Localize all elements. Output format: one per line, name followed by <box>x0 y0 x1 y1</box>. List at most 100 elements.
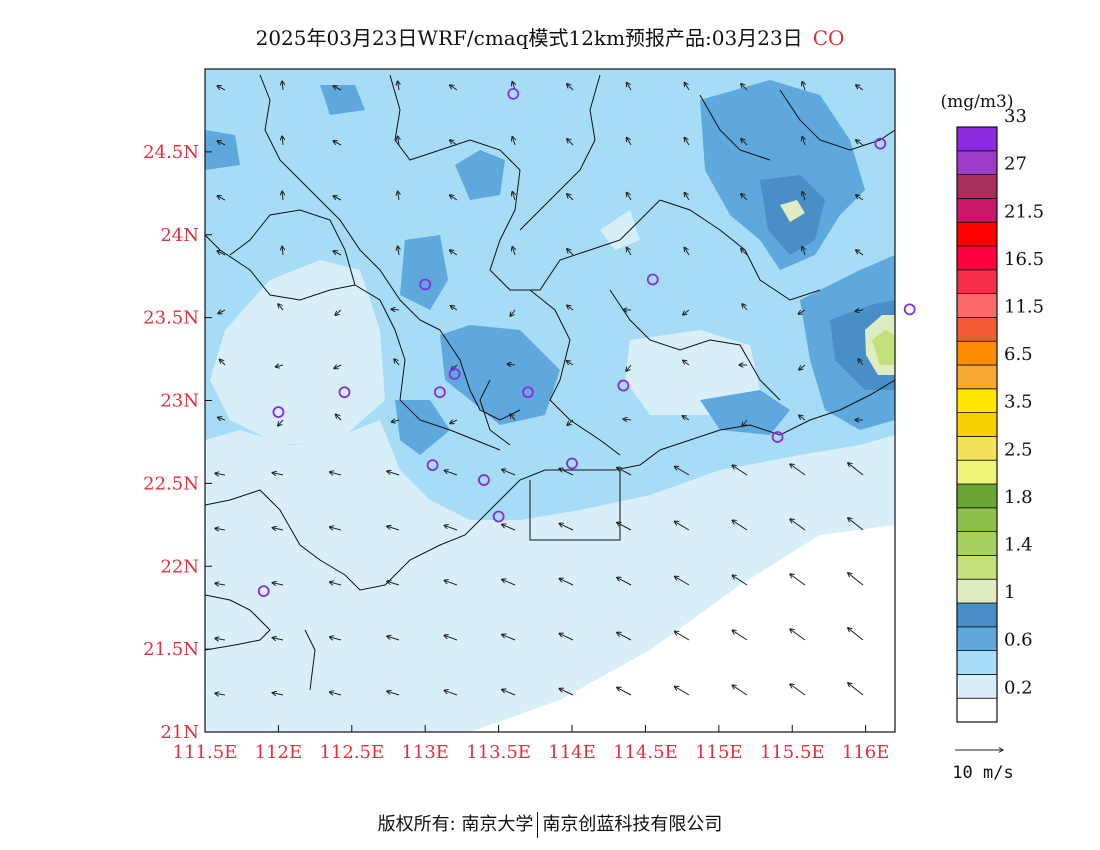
wind-arrow <box>215 528 226 530</box>
wind-arrow <box>674 576 690 586</box>
legend-swatch <box>956 150 998 176</box>
legend-swatch <box>956 364 998 390</box>
wind-arrow <box>272 473 284 475</box>
wind-arrow <box>450 195 458 201</box>
lat-tick-label: 22N <box>160 556 199 577</box>
wind-arrow <box>398 191 399 201</box>
lon-tick-label: 113.5E <box>466 742 531 763</box>
wind-arrow <box>567 249 574 256</box>
wind-arrow <box>559 523 574 531</box>
wind-arrow <box>856 250 864 256</box>
wind-arrow <box>732 575 748 586</box>
lon-tick-label: 116E <box>842 742 890 763</box>
wind-arrow <box>790 519 806 531</box>
wind-arrow <box>391 420 400 422</box>
lon-tick-label: 115E <box>695 742 743 763</box>
wind-arrow <box>802 246 805 256</box>
wind-arrow <box>626 82 632 91</box>
station-marker <box>646 273 659 286</box>
wind-arrow <box>272 528 284 530</box>
wind-arrow <box>398 81 399 91</box>
legend-level-label: 0.2 <box>1004 677 1033 698</box>
wind-arrow <box>617 687 632 696</box>
lon-tick-label: 112.5E <box>319 742 384 763</box>
wind-arrow <box>742 419 748 426</box>
wind-arrow <box>626 364 632 371</box>
wind-arrow <box>391 309 400 310</box>
legend-level-label: 1.4 <box>1004 535 1033 556</box>
wind-arrow <box>567 194 574 201</box>
wind-arrow <box>848 573 864 586</box>
color-legend: 0.2 0.6 1 1.4 1.8 2.5 3.5 6.5 11.5 16.5 21.5 27 33(m… <box>941 92 1045 783</box>
wind-arrow <box>450 306 458 311</box>
legend-swatch <box>956 316 998 342</box>
legend-swatch <box>956 555 998 580</box>
wind-arrow <box>741 84 748 91</box>
wind-arrow <box>444 525 458 531</box>
wind-arrow <box>272 693 284 695</box>
station-marker <box>419 278 432 291</box>
legend-level-label: 11.5 <box>1004 297 1044 318</box>
wind-arrow <box>502 579 516 586</box>
wind-arrow <box>626 137 632 146</box>
wind-arrow <box>387 526 400 531</box>
wind-arrow <box>507 364 516 365</box>
wind-arrow <box>218 310 226 314</box>
wind-arrow <box>215 473 226 475</box>
wind-arrow <box>282 136 283 146</box>
wind-arrow <box>282 246 283 256</box>
legend-level-label: 1.8 <box>1004 487 1033 508</box>
wind-arrow <box>790 464 806 476</box>
wind-arrow <box>848 628 864 641</box>
company-text: 南京创蓝科技有限公司 <box>542 814 723 835</box>
legend-swatch <box>956 602 998 628</box>
legend-level-label: 2.5 <box>1004 439 1033 460</box>
wind-arrow <box>502 469 516 476</box>
legend-swatch <box>956 412 998 437</box>
wind-arrow <box>856 195 864 201</box>
station-marker <box>433 386 446 399</box>
wind-arrow <box>732 520 748 531</box>
wind-arrow <box>272 583 284 585</box>
wind-arrow <box>559 633 574 641</box>
lon-tick-label: 111.5E <box>173 742 238 763</box>
concentration-field <box>205 69 895 732</box>
lon-tick-label: 114E <box>548 742 596 763</box>
legend-swatch <box>956 174 998 199</box>
wind-arrow <box>848 683 864 696</box>
wind-arrow <box>623 419 632 420</box>
station-marker <box>426 459 439 472</box>
lon-tick-label: 115.5E <box>760 742 825 763</box>
wind-arrow <box>272 638 284 640</box>
wind-arrow <box>450 140 458 146</box>
legend-level-label: 6.5 <box>1004 344 1033 365</box>
wind-arrow <box>848 463 864 476</box>
legend-swatch <box>956 674 998 699</box>
wind-arrow <box>626 247 632 256</box>
legend-level-label: 0.6 <box>1004 630 1033 651</box>
legend-level-label: 1 <box>1004 582 1015 603</box>
wind-arrow <box>559 688 574 696</box>
wind-arrow <box>741 194 748 201</box>
wind-arrow <box>394 359 400 366</box>
wind-arrow <box>444 580 458 586</box>
wind-arrow <box>387 636 400 641</box>
wind-arrow <box>512 136 515 146</box>
wind-arrow <box>732 685 748 696</box>
station-marker <box>338 386 351 399</box>
wind-arrow <box>398 136 399 146</box>
lon-tick-label: 112E <box>255 742 303 763</box>
wind-arrow <box>674 521 690 531</box>
wind-arrow <box>333 86 342 91</box>
wind-arrow <box>741 139 748 146</box>
map-axes: 111.5E 112E 112.5E 113E 113.5E 114E 114.5E 115E… <box>143 142 889 763</box>
wind-arrow <box>684 137 690 146</box>
wind-arrow <box>674 631 690 641</box>
lon-tick-label: 113E <box>401 742 449 763</box>
lat-tick-label: 22.5N <box>143 473 199 494</box>
station-marker <box>522 386 534 399</box>
station-marker <box>492 510 505 523</box>
station-marker <box>478 474 490 486</box>
legend-swatch <box>956 269 998 294</box>
legend-level-label: 27 <box>1004 154 1027 175</box>
